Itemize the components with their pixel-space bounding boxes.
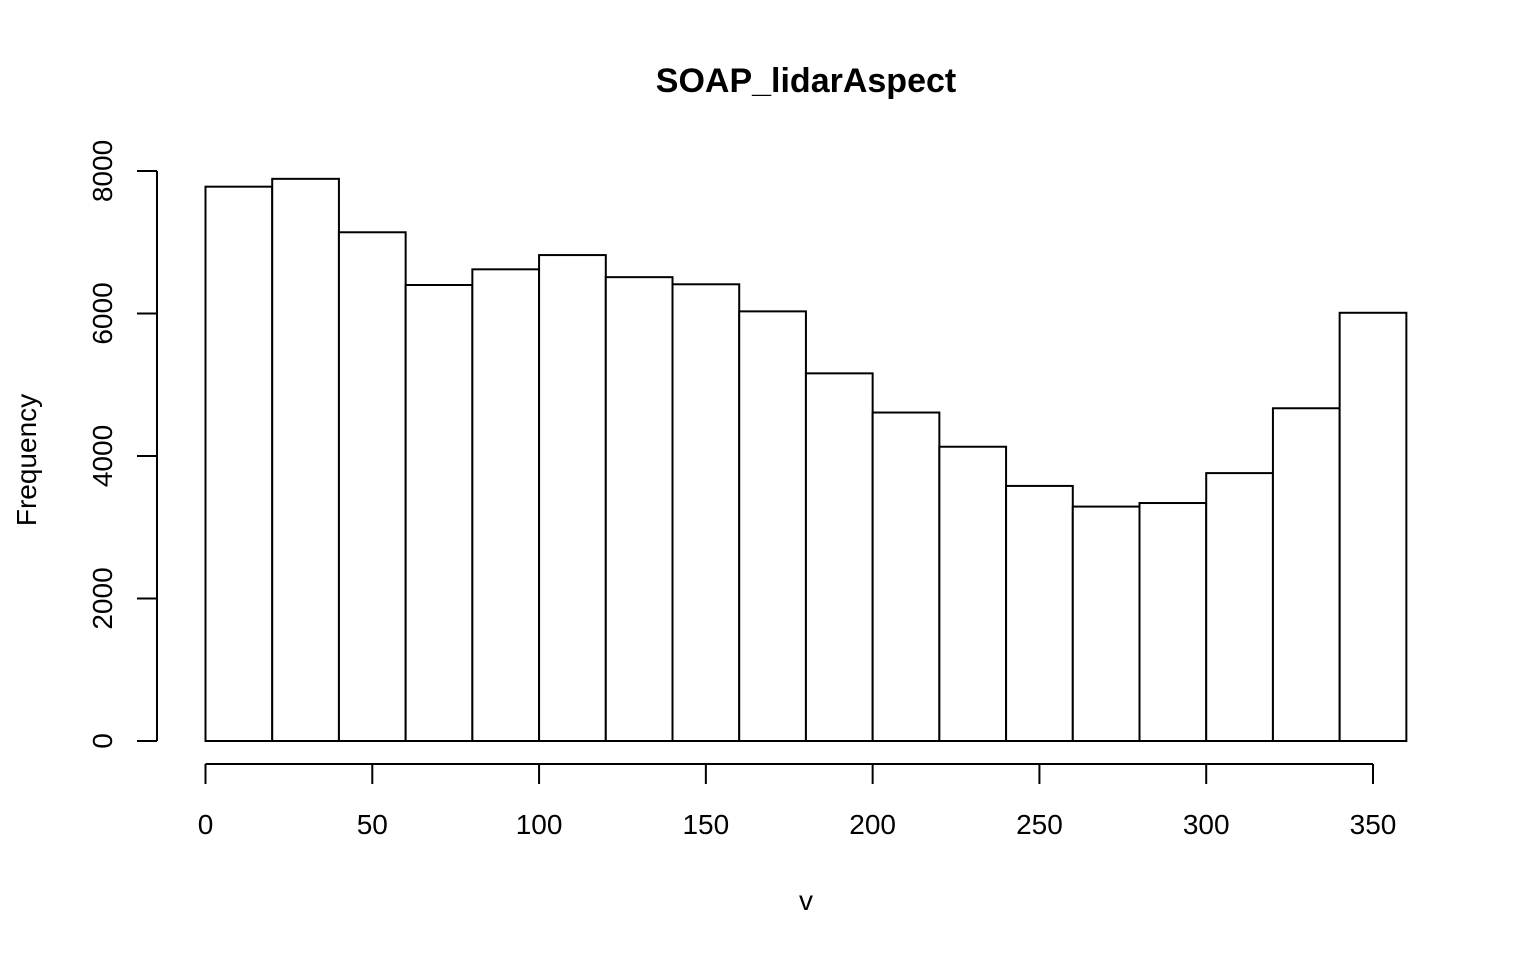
histogram-bar <box>204 185 274 743</box>
histogram-bar <box>871 411 941 742</box>
histogram-bar <box>938 445 1008 742</box>
x-tick-label: 150 <box>682 809 729 840</box>
x-tick-label: 300 <box>1183 809 1230 840</box>
y-axis: 0 2000 4000 6000 8000 <box>87 140 158 749</box>
histogram-bar <box>804 372 874 742</box>
y-tick-label: 0 <box>87 733 118 749</box>
y-tick-label: 6000 <box>87 282 118 344</box>
y-tick-label: 2000 <box>87 567 118 629</box>
x-tick-label: 0 <box>198 809 214 840</box>
chart-title: SOAP_lidarAspect <box>656 62 956 100</box>
x-axis: 0 50 100 150 200 250 300 350 <box>198 763 1397 840</box>
x-tick-label: 350 <box>1350 809 1397 840</box>
x-tick-label: 250 <box>1016 809 1063 840</box>
histogram-bar <box>738 310 807 742</box>
histogram-bar <box>404 284 474 742</box>
x-tick-label: 200 <box>849 809 896 840</box>
x-tick-label: 50 <box>357 809 388 840</box>
histogram-bar <box>1338 311 1408 742</box>
histogram-bar <box>671 283 741 742</box>
x-axis-label: v <box>799 885 813 916</box>
y-axis-label: Frequency <box>11 394 42 526</box>
y-tick-label: 8000 <box>87 140 118 202</box>
histogram-bar <box>1138 502 1208 742</box>
histogram-bar <box>337 231 407 742</box>
histogram-bar <box>1071 505 1141 742</box>
histogram-bar <box>538 254 607 742</box>
y-tick-label: 4000 <box>87 425 118 487</box>
histogram-bar <box>1205 472 1274 742</box>
histogram-bar <box>1271 407 1341 742</box>
histogram-bar <box>271 177 340 742</box>
histogram-bar <box>471 268 541 742</box>
histogram-bars <box>204 177 1408 743</box>
x-tick-label: 100 <box>516 809 563 840</box>
histogram-bar <box>1005 484 1074 742</box>
histogram-bar <box>604 276 674 742</box>
